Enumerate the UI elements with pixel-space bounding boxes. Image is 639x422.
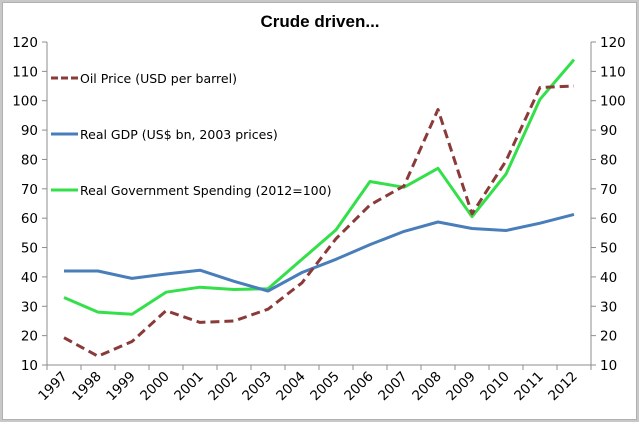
y-tick-label-right: 20 [600,329,617,345]
x-tick-label: 2004 [273,369,309,405]
y-tick-label-left: 110 [12,64,38,80]
x-tick-label: 2003 [239,369,275,405]
x-tick-label: 2007 [375,369,411,405]
x-tick-label: 2001 [171,369,207,405]
y-tick-label-left: 30 [21,299,38,315]
y-tick-label-left: 10 [21,358,38,374]
y-tick-label-right: 70 [600,182,617,198]
x-tick-label: 2010 [477,369,513,405]
x-tick-label: 2002 [205,369,241,405]
series-layer [63,58,576,358]
legend: Oil Price (USD per barrel) Real GDP (US$ … [51,71,331,198]
y-tick-label-right: 60 [600,211,617,227]
y-tick-label-right: 50 [600,241,617,257]
y-tick-label-left: 20 [21,329,38,345]
x-tick-label: 2008 [409,369,445,405]
x-tick-label: 1999 [103,369,139,405]
series-line-real-gdp [64,212,575,293]
y-tick-label-right: 40 [600,270,617,286]
x-tick-label: 2000 [137,369,173,405]
x-tick-label: 2009 [443,369,479,405]
y-tick-label-right: 80 [600,152,617,168]
y-tick-label-left: 80 [21,152,38,168]
y-tick-label-right: 90 [600,123,617,139]
chart-title: Crude driven... [260,12,379,31]
y-tick-label-left: 50 [21,241,38,257]
y-tick-label-right: 120 [600,35,626,51]
y-tick-label-right: 10 [600,358,617,374]
x-tick-label: 1998 [69,369,105,405]
y-tick-label-left: 100 [12,94,38,110]
y-tick-label-right: 110 [600,64,626,80]
x-tick-label: 2006 [341,369,377,405]
series-line-real-government-spending [63,58,576,316]
x-tick-label: 1997 [35,369,71,405]
series-line-oil-price [63,84,575,358]
y-tick-label-left: 40 [21,270,38,286]
x-tick-label: 2005 [307,369,343,405]
legend-label: Real Government Spending (2012=100) [80,183,331,198]
y-tick-label-left: 70 [21,182,38,198]
y-tick-label-right: 30 [600,299,617,315]
legend-label: Oil Price (USD per barrel) [80,71,237,86]
axes: 10 10 20 20 30 30 40 40 50 50 60 60 70 70 80 80 90 90 100 1… [12,35,626,404]
legend-label: Real GDP (US$ bn, 2003 prices) [80,127,278,142]
y-tick-label-left: 90 [21,123,38,139]
x-tick-label: 2012 [545,369,581,405]
y-tick-label-left: 60 [21,211,38,227]
y-tick-label-left: 120 [12,35,38,51]
y-tick-label-right: 100 [600,94,626,110]
x-tick-label: 2011 [511,369,547,405]
